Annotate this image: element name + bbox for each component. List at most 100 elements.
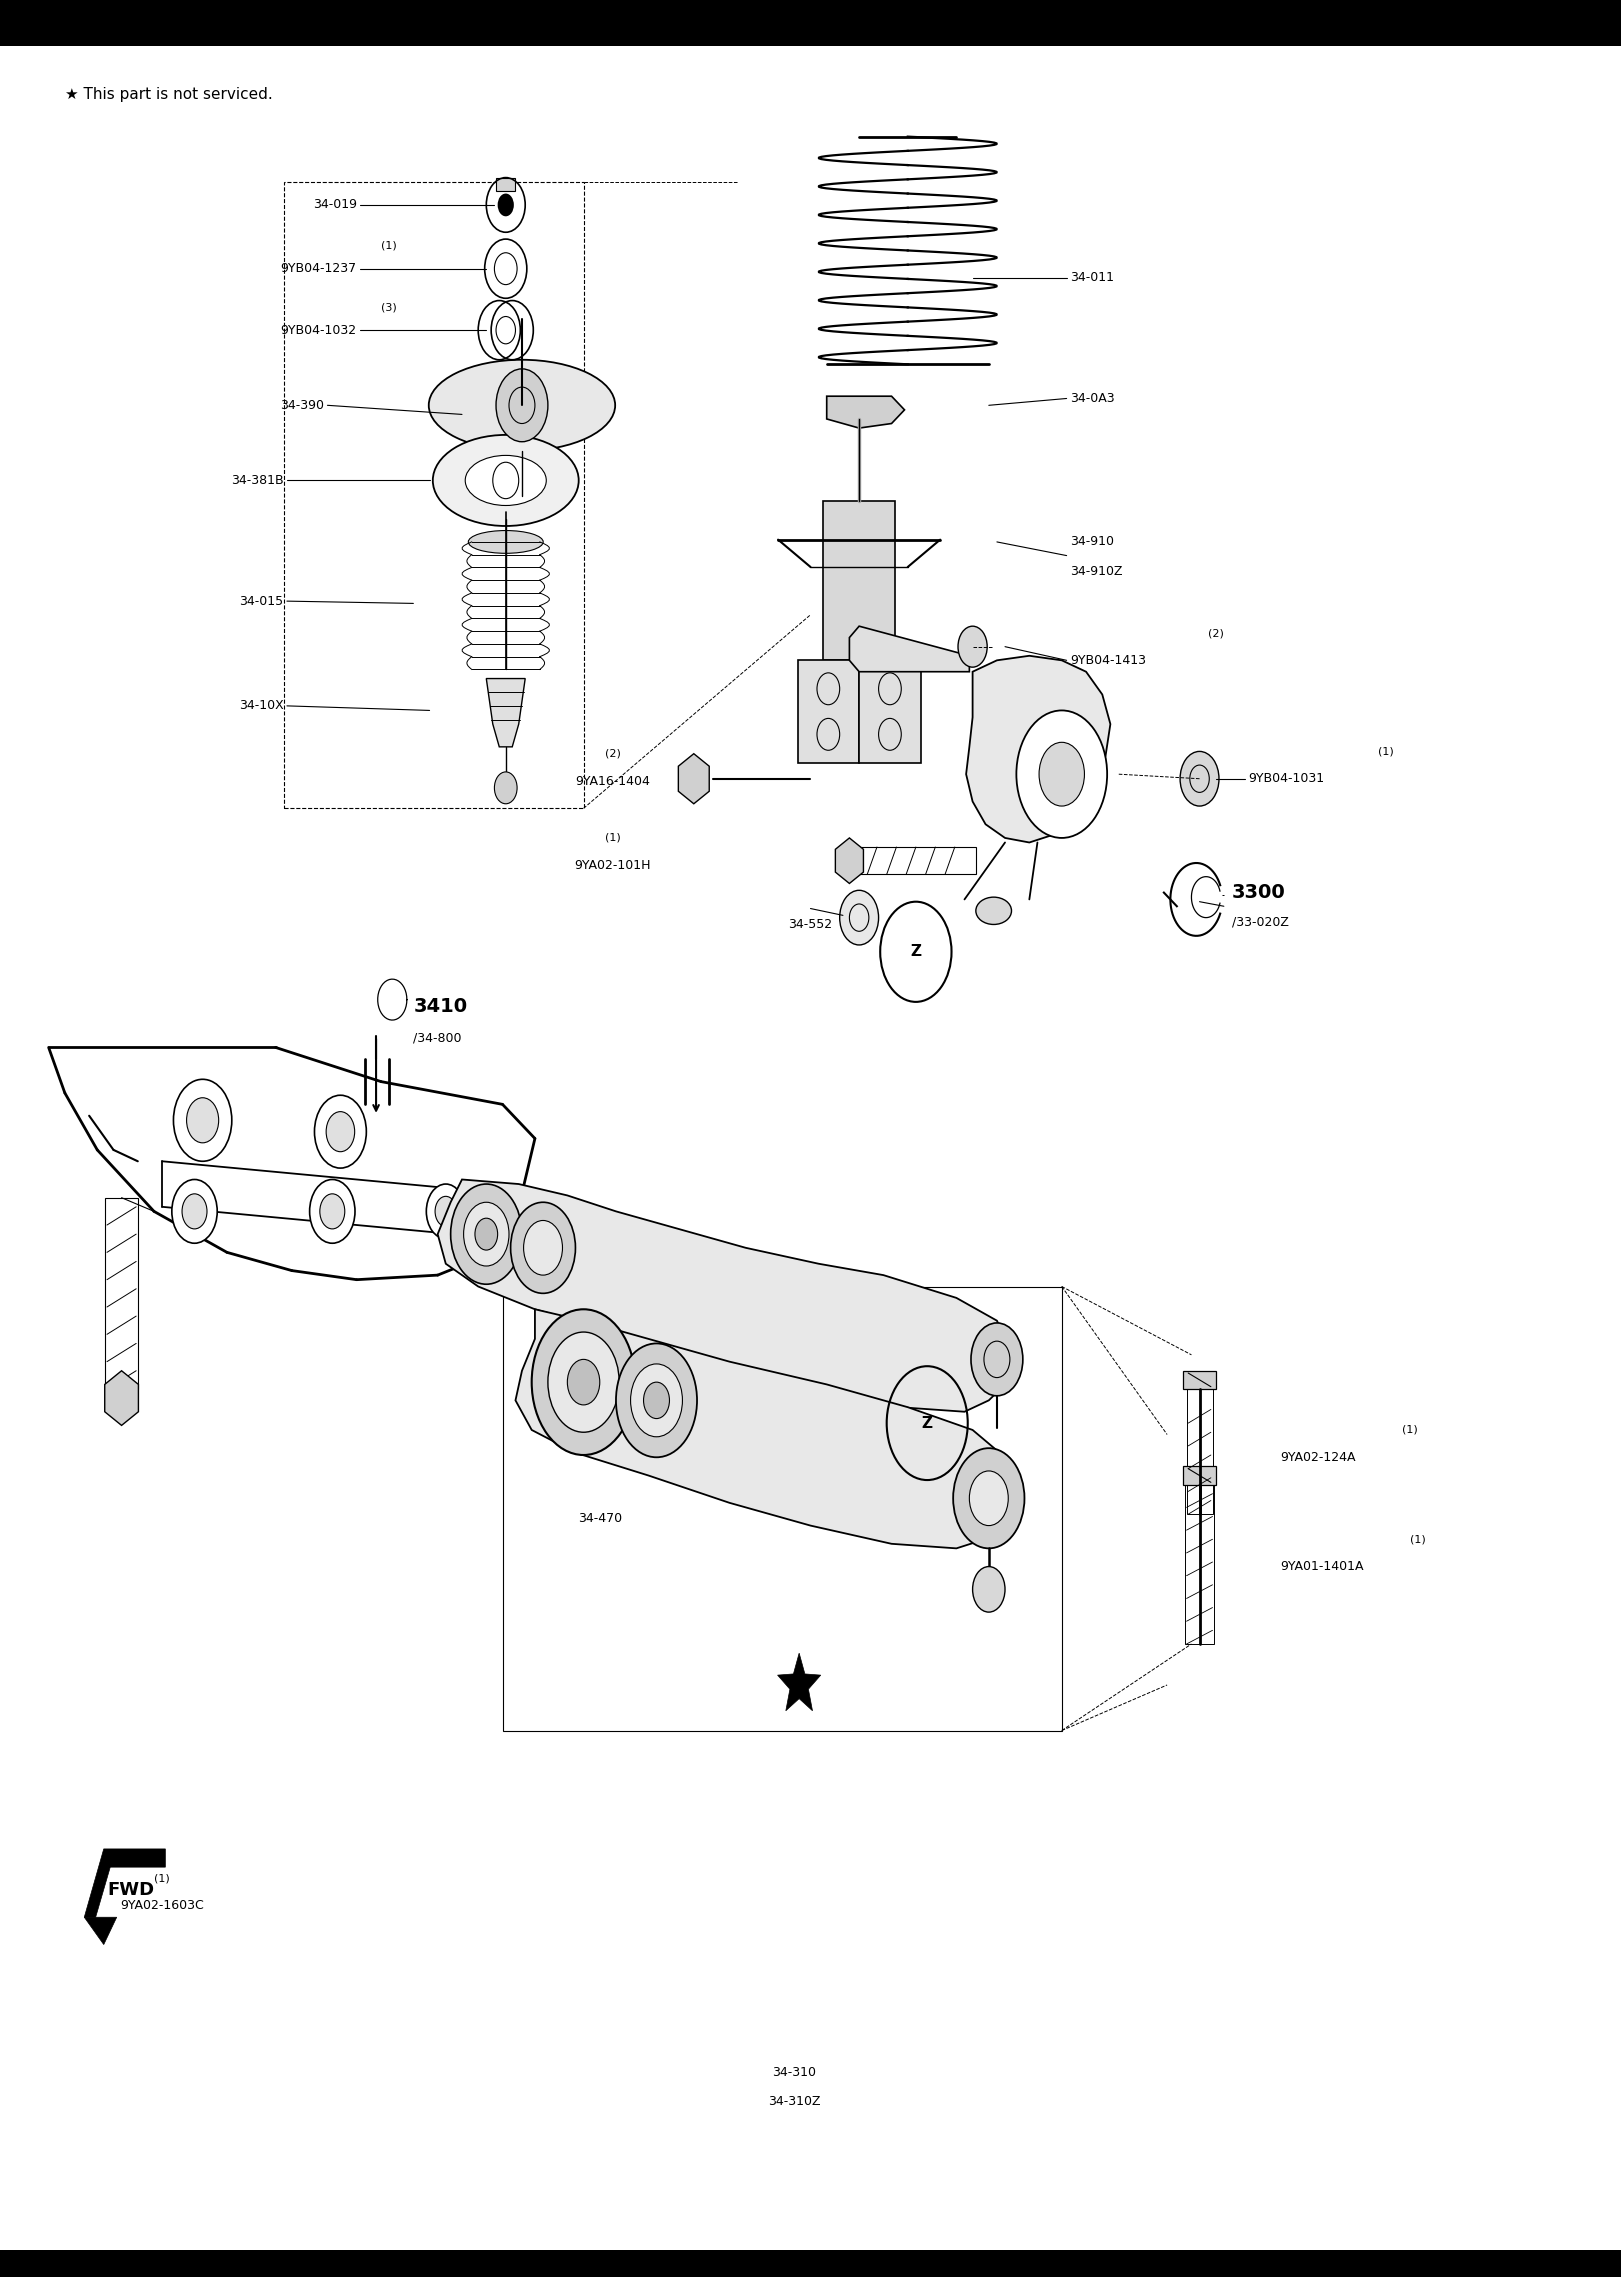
Bar bbox=[859, 660, 921, 763]
Text: 34-310: 34-310 bbox=[772, 2065, 817, 2079]
Text: (1): (1) bbox=[1410, 1535, 1426, 1544]
Bar bbox=[1183, 1371, 1216, 1389]
Text: 9YA02-101H: 9YA02-101H bbox=[574, 858, 652, 872]
Circle shape bbox=[319, 1193, 345, 1230]
Text: 34-910: 34-910 bbox=[1070, 535, 1114, 549]
Ellipse shape bbox=[976, 897, 1012, 924]
Circle shape bbox=[969, 1471, 1008, 1526]
Bar bbox=[1183, 1466, 1216, 1485]
Circle shape bbox=[434, 1195, 457, 1227]
Circle shape bbox=[840, 890, 879, 945]
Text: 9YA16-1404: 9YA16-1404 bbox=[575, 774, 650, 788]
Circle shape bbox=[953, 1448, 1024, 1548]
Bar bbox=[0, 0, 1621, 46]
Polygon shape bbox=[105, 1371, 138, 1425]
Circle shape bbox=[426, 1184, 465, 1239]
Polygon shape bbox=[84, 1917, 117, 1945]
Text: 9YA01-1401A: 9YA01-1401A bbox=[1281, 1560, 1365, 1573]
Text: (1): (1) bbox=[1402, 1425, 1418, 1435]
Text: (1): (1) bbox=[1378, 747, 1394, 756]
Text: 34-015: 34-015 bbox=[240, 594, 284, 608]
Text: 9YB04-1413: 9YB04-1413 bbox=[1070, 653, 1146, 667]
Circle shape bbox=[616, 1343, 697, 1457]
Polygon shape bbox=[849, 626, 969, 672]
Circle shape bbox=[310, 1179, 355, 1243]
Text: 9YB04-1031: 9YB04-1031 bbox=[1248, 772, 1324, 786]
Circle shape bbox=[475, 1218, 498, 1250]
Circle shape bbox=[496, 369, 548, 442]
Text: 9YA02-1603C: 9YA02-1603C bbox=[120, 1899, 204, 1913]
Circle shape bbox=[644, 1382, 669, 1419]
Text: 34-552: 34-552 bbox=[788, 918, 833, 931]
Circle shape bbox=[464, 1202, 509, 1266]
Bar bbox=[496, 178, 515, 191]
Text: 9YB04-1032: 9YB04-1032 bbox=[280, 323, 357, 337]
Text: /33-020Z: /33-020Z bbox=[1232, 915, 1289, 929]
Polygon shape bbox=[486, 679, 525, 747]
Text: 34-470: 34-470 bbox=[577, 1512, 622, 1526]
Text: 9YB04-1237: 9YB04-1237 bbox=[280, 262, 357, 276]
Bar bbox=[0, 2250, 1621, 2277]
Circle shape bbox=[548, 1332, 619, 1432]
Circle shape bbox=[451, 1184, 522, 1284]
Ellipse shape bbox=[468, 531, 543, 553]
Polygon shape bbox=[778, 1653, 820, 1710]
Text: (1): (1) bbox=[154, 1874, 170, 1883]
Text: 3410: 3410 bbox=[413, 997, 467, 1016]
Polygon shape bbox=[515, 1309, 1018, 1548]
Ellipse shape bbox=[433, 435, 579, 526]
Text: 34-019: 34-019 bbox=[313, 198, 357, 212]
Circle shape bbox=[173, 1079, 232, 1161]
Bar bbox=[1187, 1389, 1213, 1514]
Text: FWD: FWD bbox=[107, 1881, 154, 1899]
Bar bbox=[503, 1287, 1062, 1731]
Text: Z: Z bbox=[922, 1416, 932, 1430]
Circle shape bbox=[958, 626, 987, 667]
Bar bbox=[823, 501, 895, 660]
Circle shape bbox=[1016, 710, 1107, 838]
Circle shape bbox=[971, 1323, 1023, 1396]
Circle shape bbox=[973, 1567, 1005, 1612]
Circle shape bbox=[567, 1359, 600, 1405]
Circle shape bbox=[314, 1095, 366, 1168]
Text: 34-381B: 34-381B bbox=[232, 474, 284, 487]
Text: (2): (2) bbox=[1208, 628, 1224, 638]
Text: /34-800: /34-800 bbox=[413, 1031, 462, 1045]
Bar bbox=[798, 660, 859, 763]
Circle shape bbox=[182, 1193, 207, 1230]
Text: (1): (1) bbox=[381, 241, 397, 250]
Text: 9YA02-124A: 9YA02-124A bbox=[1281, 1450, 1357, 1464]
Circle shape bbox=[524, 1220, 562, 1275]
Circle shape bbox=[511, 1202, 575, 1293]
Text: (2): (2) bbox=[605, 749, 621, 758]
Bar bbox=[1185, 1485, 1214, 1644]
Circle shape bbox=[1039, 742, 1084, 806]
Text: 3300: 3300 bbox=[1232, 883, 1285, 902]
Circle shape bbox=[631, 1364, 682, 1437]
Text: 34-011: 34-011 bbox=[1070, 271, 1114, 285]
Text: Z: Z bbox=[911, 945, 921, 959]
Circle shape bbox=[498, 194, 514, 216]
Polygon shape bbox=[835, 838, 864, 883]
Circle shape bbox=[1180, 751, 1219, 806]
Circle shape bbox=[494, 772, 517, 804]
Polygon shape bbox=[827, 396, 905, 428]
Circle shape bbox=[326, 1111, 355, 1152]
Bar bbox=[284, 182, 584, 808]
Text: ★ This part is not serviced.: ★ This part is not serviced. bbox=[65, 87, 272, 102]
Text: 34-10X: 34-10X bbox=[238, 699, 284, 713]
Circle shape bbox=[186, 1098, 219, 1143]
Ellipse shape bbox=[428, 360, 616, 451]
Circle shape bbox=[172, 1179, 217, 1243]
Text: 34-390: 34-390 bbox=[280, 398, 324, 412]
Bar bbox=[105, 1198, 138, 1389]
Polygon shape bbox=[678, 754, 710, 804]
Text: 34-310Z: 34-310Z bbox=[768, 2095, 820, 2109]
Text: (3): (3) bbox=[381, 303, 397, 312]
Bar bbox=[859, 847, 976, 874]
Text: (1): (1) bbox=[605, 833, 621, 842]
Polygon shape bbox=[966, 656, 1110, 842]
Circle shape bbox=[532, 1309, 635, 1455]
Polygon shape bbox=[438, 1179, 1013, 1412]
Polygon shape bbox=[84, 1849, 165, 1917]
